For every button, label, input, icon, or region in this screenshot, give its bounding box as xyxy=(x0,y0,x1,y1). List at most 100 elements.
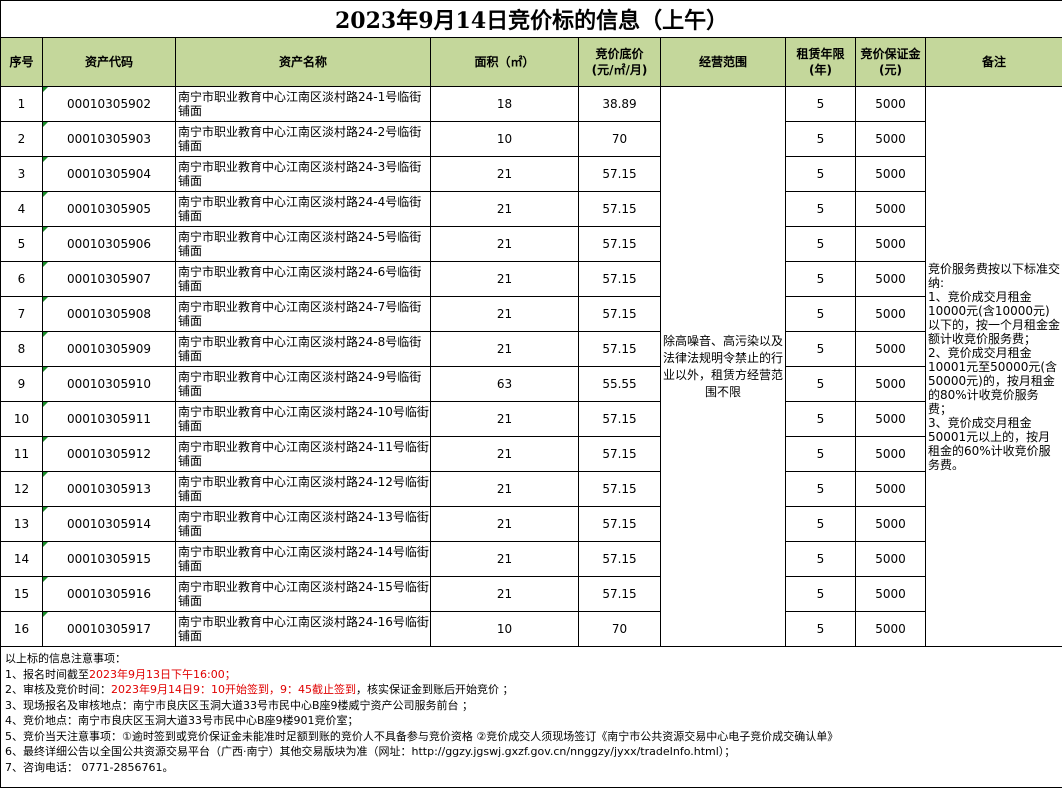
lease-years: 5 xyxy=(786,437,856,472)
business-scope: 除高噪音、高污染以及法律法规明令禁止的行业以外，租赁方经营范围不限 xyxy=(661,87,786,647)
asset-name: 南宁市职业教育中心江南区淡村路24-13号临街铺面 xyxy=(176,507,431,542)
row-number: 12 xyxy=(1,472,43,507)
lease-years: 5 xyxy=(786,227,856,262)
reserve-price: 57.15 xyxy=(579,472,661,507)
area: 21 xyxy=(431,437,579,472)
asset-code: 00010305907 xyxy=(43,262,176,297)
asset-code: 00010305904 xyxy=(43,157,176,192)
asset-name: 南宁市职业教育中心江南区淡村路24-5号临街铺面 xyxy=(176,227,431,262)
row-number: 8 xyxy=(1,332,43,367)
header-years: 租赁年限 (年) xyxy=(786,38,856,87)
deposit: 5000 xyxy=(856,157,926,192)
lease-years: 5 xyxy=(786,542,856,577)
lease-years: 5 xyxy=(786,192,856,227)
row-number: 13 xyxy=(1,507,43,542)
deposit: 5000 xyxy=(856,612,926,647)
reserve-price: 38.89 xyxy=(579,87,661,122)
area: 21 xyxy=(431,192,579,227)
row-number: 9 xyxy=(1,367,43,402)
deposit: 5000 xyxy=(856,577,926,612)
asset-code: 00010305902 xyxy=(43,87,176,122)
lease-years: 5 xyxy=(786,612,856,647)
note-1: 1、报名时间截至2023年9月13日下午16:00； xyxy=(5,667,1058,683)
note-5: 5、竞价当天注意事项：①逾时签到或竞价保证金未能准时足额到账的竞价人不具备参与竞… xyxy=(5,729,1058,745)
note-6: 6、最终详细公告以全国公共资源交易平台（广西·南宁）其他交易版块为准（网址：ht… xyxy=(5,744,1058,760)
deposit: 5000 xyxy=(856,87,926,122)
lease-years: 5 xyxy=(786,262,856,297)
area: 63 xyxy=(431,367,579,402)
asset-code: 00010305903 xyxy=(43,122,176,157)
page-title: 2023年9月14日竞价标的信息（上午） xyxy=(1,1,1062,38)
asset-name: 南宁市职业教育中心江南区淡村路24-14号临街铺面 xyxy=(176,542,431,577)
asset-name: 南宁市职业教育中心江南区淡村路24-12号临街铺面 xyxy=(176,472,431,507)
asset-code: 00010305906 xyxy=(43,227,176,262)
note-3: 3、现场报名及审核地点：南宁市良庆区玉洞大道33号市民中心B座9楼威宁资产公司服… xyxy=(5,698,1058,714)
asset-code: 00010305912 xyxy=(43,437,176,472)
asset-code: 00010305905 xyxy=(43,192,176,227)
deposit: 5000 xyxy=(856,262,926,297)
deposit: 5000 xyxy=(856,332,926,367)
row-number: 4 xyxy=(1,192,43,227)
note-7: 7、咨询电话： 0771-2856761。 xyxy=(5,760,1058,776)
asset-code: 00010305915 xyxy=(43,542,176,577)
reserve-price: 57.15 xyxy=(579,402,661,437)
reserve-price: 70 xyxy=(579,612,661,647)
reserve-price: 57.15 xyxy=(579,227,661,262)
deposit: 5000 xyxy=(856,297,926,332)
asset-name: 南宁市职业教育中心江南区淡村路24-9号临街铺面 xyxy=(176,367,431,402)
row-number: 14 xyxy=(1,542,43,577)
area: 21 xyxy=(431,542,579,577)
asset-code: 00010305911 xyxy=(43,402,176,437)
asset-name: 南宁市职业教育中心江南区淡村路24-16号临街铺面 xyxy=(176,612,431,647)
row-number: 10 xyxy=(1,402,43,437)
area: 21 xyxy=(431,262,579,297)
asset-name: 南宁市职业教育中心江南区淡村路24-1号临街铺面 xyxy=(176,87,431,122)
lease-years: 5 xyxy=(786,367,856,402)
area: 21 xyxy=(431,472,579,507)
reserve-price: 57.15 xyxy=(579,437,661,472)
area: 21 xyxy=(431,297,579,332)
deposit: 5000 xyxy=(856,542,926,577)
header-deposit: 竞价保证金 (元) xyxy=(856,38,926,87)
reserve-price: 57.15 xyxy=(579,157,661,192)
notes-section: 以上标的信息注意事项： 1、报名时间截至2023年9月13日下午16:00； 2… xyxy=(1,647,1062,788)
reserve-price: 57.15 xyxy=(579,262,661,297)
reserve-price: 70 xyxy=(579,122,661,157)
asset-name: 南宁市职业教育中心江南区淡村路24-2号临街铺面 xyxy=(176,122,431,157)
reserve-price: 57.15 xyxy=(579,192,661,227)
lease-years: 5 xyxy=(786,157,856,192)
note-highlight: 2023年9月13日下午16:00； xyxy=(89,668,236,681)
area: 21 xyxy=(431,577,579,612)
asset-code: 00010305916 xyxy=(43,577,176,612)
asset-code: 00010305909 xyxy=(43,332,176,367)
row-number: 2 xyxy=(1,122,43,157)
row-number: 5 xyxy=(1,227,43,262)
asset-name: 南宁市职业教育中心江南区淡村路24-10号临街铺面 xyxy=(176,402,431,437)
header-name: 资产名称 xyxy=(176,38,431,87)
deposit: 5000 xyxy=(856,192,926,227)
area: 21 xyxy=(431,402,579,437)
lease-years: 5 xyxy=(786,87,856,122)
area: 21 xyxy=(431,157,579,192)
area: 10 xyxy=(431,612,579,647)
header-remark: 备注 xyxy=(926,38,1062,87)
asset-name: 南宁市职业教育中心江南区淡村路24-11号临街铺面 xyxy=(176,437,431,472)
lease-years: 5 xyxy=(786,122,856,157)
row-number: 3 xyxy=(1,157,43,192)
reserve-price: 57.15 xyxy=(579,507,661,542)
lease-years: 5 xyxy=(786,332,856,367)
header-row: 序号 资产代码 资产名称 面积（㎡） 竞价底价 (元/㎡/月) 经营范围 租赁年… xyxy=(1,38,1062,87)
header-price: 竞价底价 (元/㎡/月) xyxy=(579,38,661,87)
header-code: 资产代码 xyxy=(43,38,176,87)
deposit: 5000 xyxy=(856,437,926,472)
